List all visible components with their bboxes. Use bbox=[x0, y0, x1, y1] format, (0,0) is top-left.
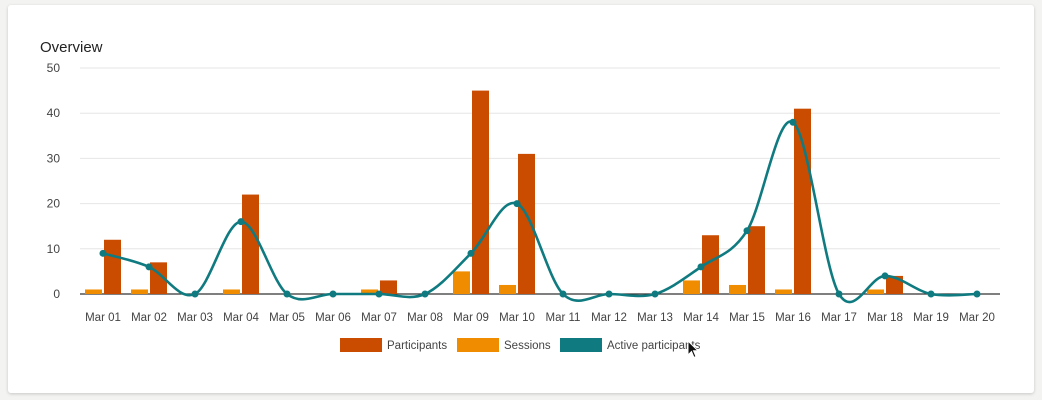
point-active-participants bbox=[191, 290, 199, 298]
legend-label: Sessions bbox=[504, 340, 551, 352]
card-title: Overview bbox=[40, 39, 103, 56]
bar-sessions bbox=[453, 271, 470, 294]
point-active-participants bbox=[651, 290, 659, 298]
x-tick-label: Mar 14 bbox=[683, 312, 719, 324]
x-tick-label: Mar 01 bbox=[85, 312, 121, 324]
point-active-participants bbox=[421, 290, 429, 298]
bar-participants bbox=[702, 235, 719, 294]
point-active-participants bbox=[329, 290, 337, 298]
x-tick-label: Mar 05 bbox=[269, 312, 305, 324]
y-tick-label: 20 bbox=[47, 197, 61, 211]
bar-sessions bbox=[499, 284, 516, 294]
bar-sessions bbox=[775, 289, 792, 294]
point-active-participants bbox=[283, 290, 291, 298]
x-tick-label: Mar 17 bbox=[821, 312, 857, 324]
bar-participants bbox=[242, 194, 259, 294]
point-active-participants bbox=[99, 249, 107, 257]
x-tick-label: Mar 08 bbox=[407, 312, 443, 324]
point-active-participants bbox=[559, 290, 567, 298]
y-tick-label: 30 bbox=[47, 151, 61, 165]
legend-swatch bbox=[457, 338, 499, 352]
bar-sessions bbox=[867, 289, 884, 294]
point-active-participants bbox=[697, 263, 705, 271]
bar-sessions bbox=[131, 289, 148, 294]
x-tick-label: Mar 16 bbox=[775, 312, 811, 324]
legend-label: Participants bbox=[387, 340, 447, 352]
x-tick-label: Mar 09 bbox=[453, 312, 489, 324]
x-tick-label: Mar 19 bbox=[913, 312, 949, 324]
bar-sessions bbox=[85, 289, 102, 294]
x-tick-label: Mar 07 bbox=[361, 312, 397, 324]
y-tick-label: 10 bbox=[47, 242, 61, 256]
mouse-pointer-icon bbox=[687, 340, 700, 359]
bar-sessions bbox=[683, 280, 700, 294]
point-active-participants bbox=[605, 290, 613, 298]
point-active-participants bbox=[467, 249, 475, 257]
line-active-participants bbox=[102, 120, 978, 304]
bar-participants bbox=[748, 226, 765, 294]
x-tick-label: Mar 13 bbox=[637, 312, 673, 324]
point-active-participants bbox=[375, 290, 383, 298]
bar-sessions bbox=[223, 289, 240, 294]
bar-participants bbox=[472, 90, 489, 294]
y-tick-label: 50 bbox=[47, 61, 61, 75]
x-tick-label: Mar 03 bbox=[177, 312, 213, 324]
x-tick-label: Mar 10 bbox=[499, 312, 535, 324]
point-active-participants bbox=[927, 290, 935, 298]
legend-label: Active participants bbox=[607, 340, 701, 352]
y-tick-label: 40 bbox=[47, 106, 61, 120]
x-tick-label: Mar 02 bbox=[131, 312, 167, 324]
x-tick-label: Mar 12 bbox=[591, 312, 627, 324]
x-tick-label: Mar 20 bbox=[959, 312, 995, 324]
legend-swatch bbox=[340, 338, 382, 352]
point-active-participants bbox=[513, 200, 521, 208]
point-active-participants bbox=[145, 263, 153, 271]
bar-sessions bbox=[729, 284, 746, 294]
bar-participants bbox=[380, 280, 397, 294]
bar-sessions bbox=[361, 289, 378, 294]
legend-swatch bbox=[560, 338, 602, 352]
x-tick-label: Mar 18 bbox=[867, 312, 903, 324]
x-tick-label: Mar 06 bbox=[315, 312, 351, 324]
point-active-participants bbox=[881, 272, 889, 280]
bar-participants bbox=[794, 108, 811, 295]
bar-participants bbox=[104, 239, 121, 294]
x-tick-label: Mar 15 bbox=[729, 312, 765, 324]
point-active-participants bbox=[237, 218, 245, 226]
x-tick-label: Mar 04 bbox=[223, 312, 259, 324]
point-active-participants bbox=[743, 227, 751, 235]
point-active-participants bbox=[835, 290, 843, 298]
bar-participants bbox=[518, 153, 535, 294]
x-tick-label: Mar 11 bbox=[546, 312, 581, 324]
point-active-participants bbox=[973, 290, 981, 298]
y-tick-label: 0 bbox=[53, 287, 60, 301]
point-active-participants bbox=[789, 118, 797, 126]
